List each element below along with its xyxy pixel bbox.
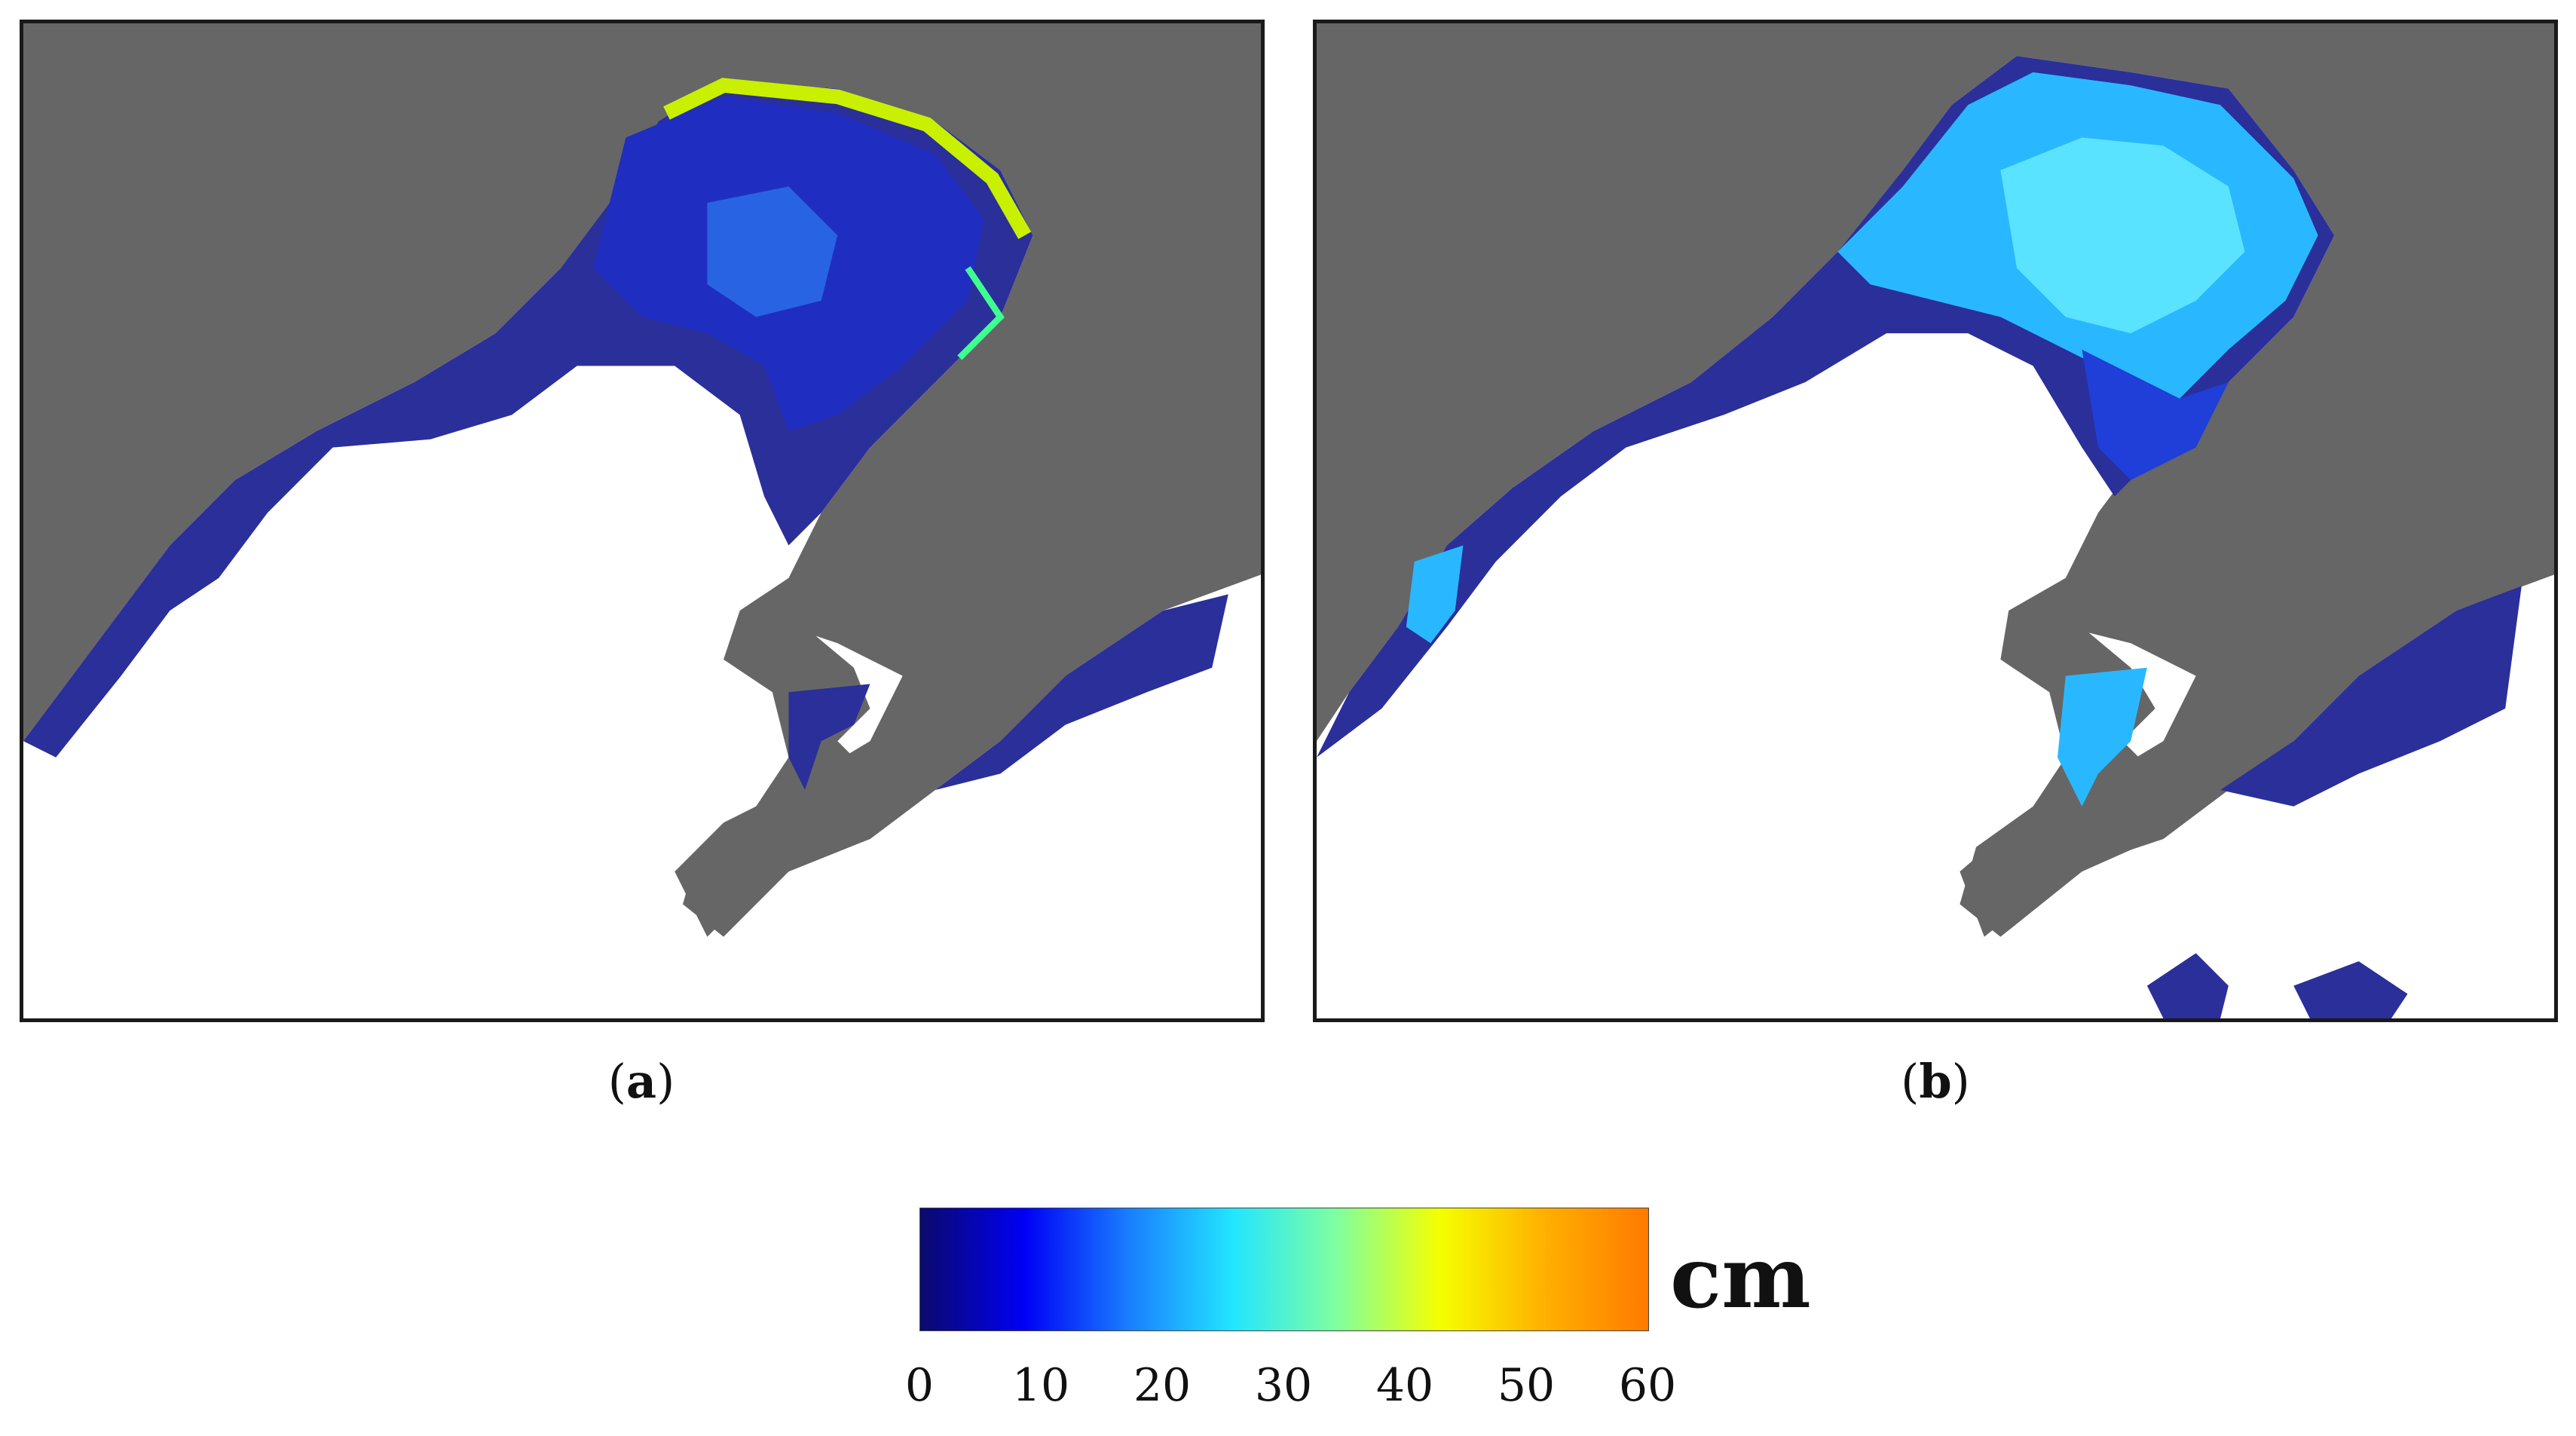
land-north	[1317, 23, 2554, 937]
panel-caption-a: (a)	[607, 1054, 675, 1109]
map-panel-b	[1313, 20, 2558, 1022]
panel-caption-b: (b)	[1901, 1054, 1970, 1109]
ice-rim-green	[957, 266, 1005, 360]
colorbar-tick-label: 10	[1011, 1359, 1070, 1412]
ice-bay-small	[2057, 667, 2147, 807]
ice-bay-thickest	[2000, 137, 2245, 334]
colorbar-tick-label: 0	[904, 1359, 935, 1412]
colorbar-tick-label: 40	[1375, 1359, 1434, 1412]
colorbar-tick-label: 50	[1497, 1359, 1556, 1412]
ice-east-coast	[935, 594, 1228, 791]
ice-thickness-map-a	[23, 23, 1261, 1018]
ice-south-patch-2	[2293, 961, 2408, 1018]
colorbar-tick-label: 20	[1133, 1359, 1192, 1412]
map-panel-a	[20, 20, 1265, 1022]
colorbar-tick-label: 30	[1254, 1359, 1313, 1412]
colorbar	[919, 1208, 1649, 1331]
ice-south-patch	[2146, 953, 2229, 1018]
colorbar-unit-label: cm	[1670, 1229, 1811, 1327]
ice-bay-inner	[2082, 349, 2229, 480]
ice-west-patch	[1406, 545, 1464, 644]
colorbar-tick-label: 60	[1618, 1359, 1677, 1412]
land-north	[23, 23, 1261, 937]
ice-east-coast	[2220, 586, 2522, 807]
ice-thickness-map-b	[1317, 23, 2554, 1018]
ice-bay-small	[788, 684, 870, 791]
ice-thicker-patch	[707, 186, 838, 317]
ice-thick-rim	[663, 78, 1032, 240]
